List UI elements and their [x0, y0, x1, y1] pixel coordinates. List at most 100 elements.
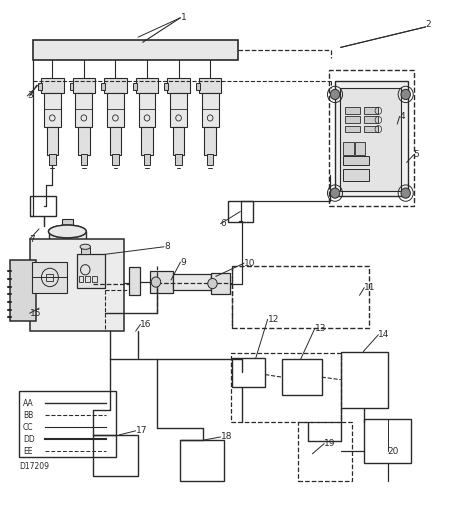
Bar — [30, 239, 124, 331]
Bar — [344, 156, 369, 165]
Bar — [110, 126, 121, 155]
Text: 3: 3 — [27, 91, 33, 100]
Bar — [85, 277, 90, 282]
Bar — [93, 435, 138, 476]
Text: 16: 16 — [140, 320, 152, 329]
Text: 11: 11 — [364, 283, 376, 292]
Bar — [62, 219, 73, 228]
Text: 10: 10 — [244, 259, 255, 268]
Bar — [232, 266, 369, 327]
Text: 1: 1 — [181, 13, 186, 22]
Text: EE: EE — [23, 447, 33, 456]
Bar — [364, 125, 378, 132]
Bar — [167, 78, 190, 94]
Text: 17: 17 — [136, 426, 147, 435]
Bar — [211, 273, 230, 294]
Bar — [355, 142, 365, 155]
Bar — [150, 271, 173, 293]
Text: D17209: D17209 — [19, 462, 49, 471]
Bar — [346, 116, 359, 123]
Circle shape — [330, 188, 340, 198]
Text: 19: 19 — [324, 439, 336, 448]
Bar — [144, 154, 150, 165]
Bar — [101, 83, 105, 90]
Text: DD: DD — [23, 435, 35, 444]
Bar — [340, 88, 401, 191]
Text: 8: 8 — [164, 242, 170, 251]
Bar — [364, 419, 411, 463]
Bar — [335, 81, 408, 196]
Circle shape — [208, 279, 217, 289]
Bar — [364, 116, 378, 123]
Text: 14: 14 — [378, 330, 390, 339]
Text: AA: AA — [23, 398, 34, 408]
Ellipse shape — [48, 225, 86, 238]
Bar — [201, 94, 219, 126]
Bar — [175, 154, 182, 165]
Bar — [204, 126, 216, 155]
Bar — [128, 267, 140, 296]
Bar — [341, 352, 388, 408]
Ellipse shape — [80, 244, 91, 249]
Bar — [164, 83, 168, 90]
Bar — [173, 274, 211, 290]
Bar — [138, 94, 155, 126]
Bar — [170, 94, 187, 126]
Bar — [46, 274, 53, 281]
Bar — [344, 142, 354, 155]
Bar — [180, 440, 224, 481]
Bar — [41, 78, 64, 94]
Circle shape — [330, 89, 340, 100]
Bar — [207, 154, 213, 165]
Bar — [344, 169, 369, 181]
Bar — [298, 422, 353, 481]
Bar — [104, 78, 127, 94]
Circle shape — [401, 89, 410, 100]
Bar — [107, 94, 124, 126]
Bar — [329, 70, 414, 206]
Bar — [75, 94, 92, 126]
Bar — [38, 83, 42, 90]
Bar — [33, 40, 238, 60]
Bar — [81, 154, 87, 165]
Text: 7: 7 — [30, 234, 36, 244]
Bar — [199, 78, 221, 94]
Bar — [81, 247, 90, 254]
Text: 2: 2 — [426, 20, 431, 29]
Bar — [77, 254, 105, 288]
Bar — [48, 231, 86, 278]
Text: 5: 5 — [414, 150, 419, 159]
Text: CC: CC — [23, 423, 34, 432]
Bar — [79, 277, 83, 282]
Bar — [196, 83, 200, 90]
Bar — [141, 126, 153, 155]
Bar — [46, 126, 58, 155]
Bar — [228, 201, 254, 222]
Bar — [73, 78, 95, 94]
Circle shape — [401, 188, 410, 198]
Text: 9: 9 — [181, 258, 186, 267]
Text: 13: 13 — [315, 324, 326, 333]
Bar — [346, 125, 359, 132]
Bar — [92, 277, 97, 282]
Text: BB: BB — [23, 411, 33, 419]
Text: 12: 12 — [268, 315, 279, 324]
Bar — [231, 353, 341, 421]
Text: 20: 20 — [388, 447, 399, 456]
Bar — [49, 154, 55, 165]
Ellipse shape — [48, 225, 86, 238]
Text: 15: 15 — [30, 309, 41, 318]
Bar — [70, 83, 73, 90]
Circle shape — [151, 277, 161, 287]
Bar — [346, 107, 359, 114]
Text: 4: 4 — [400, 112, 405, 121]
Bar — [30, 196, 55, 216]
Bar — [133, 83, 137, 90]
Bar — [78, 126, 90, 155]
Bar — [136, 78, 158, 94]
Bar — [173, 126, 184, 155]
Bar — [364, 107, 378, 114]
Bar — [19, 391, 116, 457]
Text: 18: 18 — [220, 432, 232, 442]
Bar — [44, 94, 61, 126]
